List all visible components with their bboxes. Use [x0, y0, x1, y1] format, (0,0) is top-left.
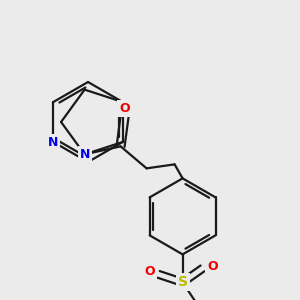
- Text: O: O: [119, 102, 130, 115]
- Text: N: N: [48, 136, 59, 148]
- Text: O: O: [207, 260, 218, 273]
- Text: N: N: [80, 148, 90, 161]
- Text: O: O: [144, 265, 155, 278]
- Text: S: S: [178, 275, 188, 290]
